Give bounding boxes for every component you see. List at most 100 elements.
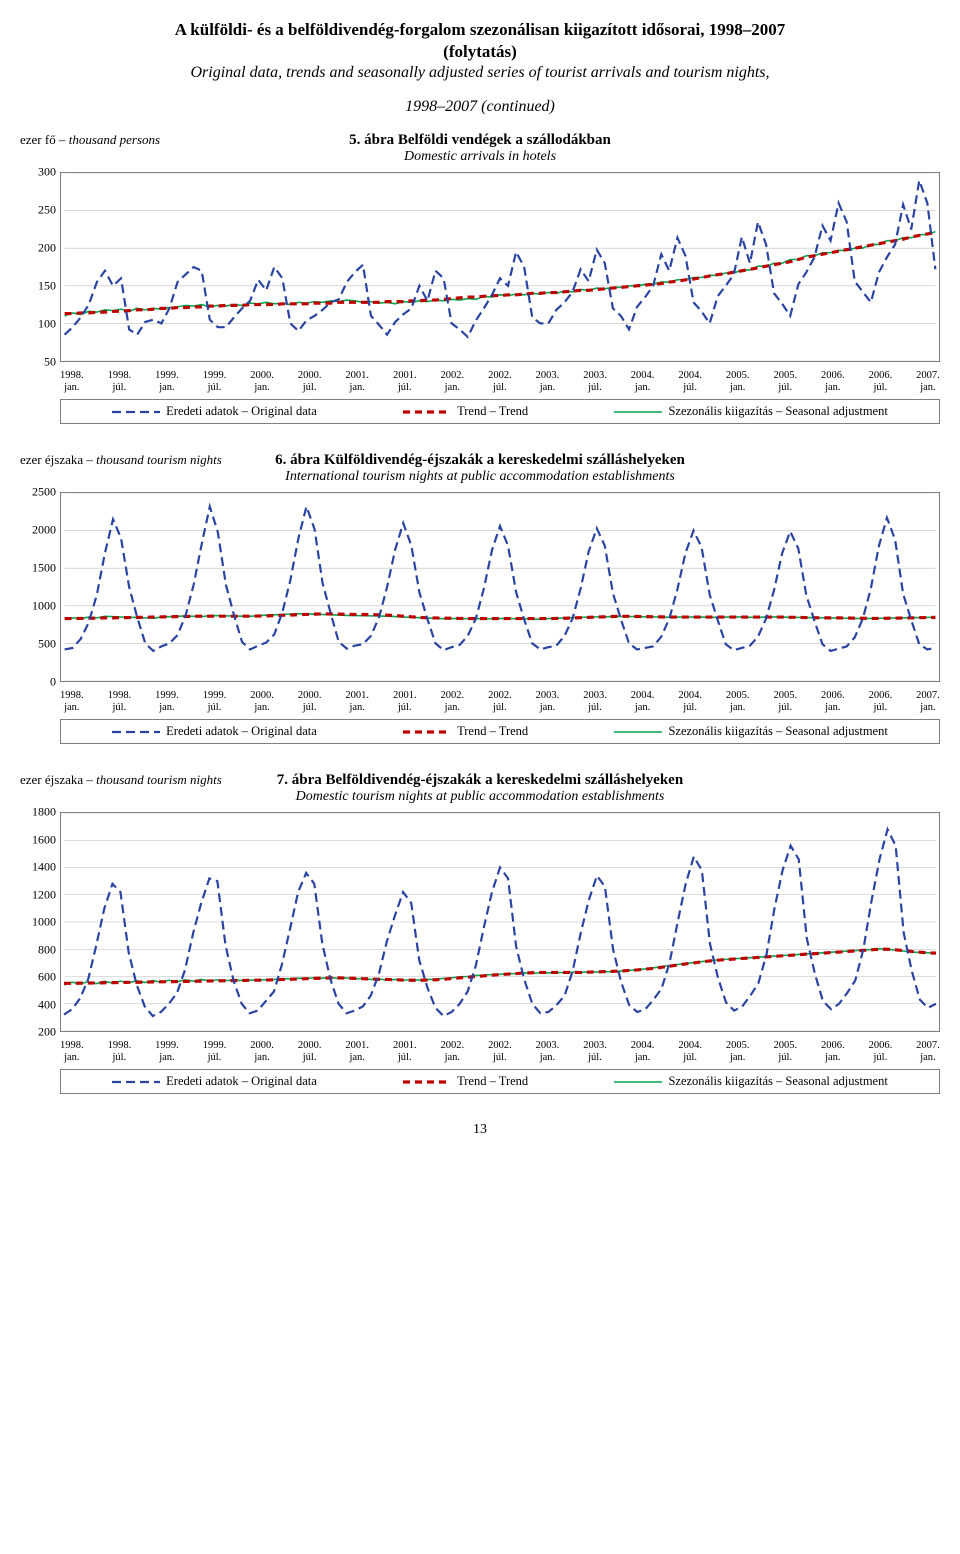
x-tick: 2006. júl. [869,690,893,713]
y-tick: 1200 [32,887,56,902]
x-tick: 1999. júl. [203,690,227,713]
legend-trend-icon [403,726,451,738]
x-tick: 2005. jan. [726,370,750,393]
chart5-subtitle: Domestic arrivals in hotels [20,149,940,165]
legend-seasonal-label: Szezonális kiigazítás – Seasonal adjustm… [668,724,887,739]
x-tick: 1998. júl. [108,370,132,393]
legend-seasonal-label: Szezonális kiigazítás – Seasonal adjustm… [668,404,887,419]
x-tick: 2004. jan. [631,1040,655,1063]
y-tick: 800 [38,942,56,957]
legend-seasonal-icon [614,726,662,738]
x-tick: 2001. jan. [345,1040,369,1063]
x-tick: 2004. júl. [678,370,702,393]
x-tick: 2001. jan. [345,370,369,393]
x-tick: 2003. júl. [583,690,607,713]
chart6-plot [60,492,940,682]
legend-seasonal-icon [614,406,662,418]
x-tick: 2007. jan. [916,690,940,713]
y-tick: 2500 [32,485,56,500]
chart7-legend: Eredeti adatok – Original data Trend – T… [60,1069,940,1094]
y-tick: 150 [38,279,56,294]
y-tick: 50 [44,355,56,370]
x-tick: 2005. júl. [773,690,797,713]
legend-original-label: Eredeti adatok – Original data [166,404,317,419]
page-number: 13 [20,1122,940,1138]
chart6-area: 05001000150020002500 1998. jan.1998. júl… [60,492,940,744]
x-tick: 2005. jan. [726,690,750,713]
x-tick: 1999. jan. [155,1040,179,1063]
y-tick: 1000 [32,915,56,930]
chart6-ylabel-en: thousand tourism nights [96,452,222,467]
x-tick: 2006. jan. [821,370,845,393]
chart5-area: 50100150200250300 1998. jan.1998. júl.19… [60,172,940,424]
y-tick: 200 [38,1025,56,1040]
x-tick: 1999. júl. [203,1040,227,1063]
y-tick: 400 [38,997,56,1012]
x-tick: 2002. júl. [488,690,512,713]
chart6-ylabel-hu: ezer éjszaka – [20,452,96,467]
legend-seasonal-icon [614,1076,662,1088]
x-tick: 2000. júl. [298,370,322,393]
chart-7: ezer éjszaka – thousand tourism nights 7… [20,772,940,1094]
page-subtitle-1: Original data, trends and seasonally adj… [20,64,940,82]
page-title-2: (folytatás) [20,42,940,62]
x-tick: 2002. júl. [488,370,512,393]
y-tick: 1500 [32,561,56,576]
x-tick: 2007. jan. [916,1040,940,1063]
chart7-subtitle: Domestic tourism nights at public accomm… [20,789,940,805]
x-tick: 1999. júl. [203,370,227,393]
y-tick: 600 [38,970,56,985]
x-tick: 1998. jan. [60,690,84,713]
x-tick: 2002. júl. [488,1040,512,1063]
x-tick: 1999. jan. [155,690,179,713]
legend-original-label: Eredeti adatok – Original data [166,724,317,739]
x-tick: 2002. jan. [441,690,465,713]
legend-original-icon [112,726,160,738]
legend-original-label: Eredeti adatok – Original data [166,1074,317,1089]
x-tick: 2000. jan. [250,1040,274,1063]
page-title-1: A külföldi- és a belföldivendég-forgalom… [20,20,940,40]
x-tick: 2004. jan. [631,370,655,393]
x-tick: 2007. jan. [916,370,940,393]
x-tick: 2004. júl. [678,1040,702,1063]
y-tick: 1800 [32,805,56,820]
x-tick: 1998. júl. [108,690,132,713]
y-tick: 200 [38,241,56,256]
x-tick: 2002. jan. [441,1040,465,1063]
legend-trend-label: Trend – Trend [457,724,528,739]
x-tick: 2002. jan. [441,370,465,393]
legend-original-icon [112,406,160,418]
chart5-ylabel-hu: ezer fő – [20,132,69,147]
y-tick: 0 [50,675,56,690]
y-tick: 1000 [32,599,56,614]
legend-trend-label: Trend – Trend [457,1074,528,1089]
y-tick: 100 [38,317,56,332]
x-tick: 2006. júl. [869,1040,893,1063]
x-tick: 2006. jan. [821,690,845,713]
x-tick: 2001. jan. [345,690,369,713]
x-tick: 2005. júl. [773,1040,797,1063]
y-tick: 250 [38,203,56,218]
x-tick: 2000. júl. [298,1040,322,1063]
legend-trend-icon [403,406,451,418]
x-tick: 2003. jan. [536,1040,560,1063]
chart-6: ezer éjszaka – thousand tourism nights 6… [20,452,940,744]
chart5-ylabel-en: thousand persons [69,132,160,147]
x-tick: 2005. júl. [773,370,797,393]
x-tick: 2005. jan. [726,1040,750,1063]
x-tick: 1998. jan. [60,370,84,393]
y-tick: 500 [38,637,56,652]
y-tick: 300 [38,165,56,180]
y-tick: 1600 [32,832,56,847]
chart7-ylabel-hu: ezer éjszaka – [20,772,96,787]
legend-original-icon [112,1076,160,1088]
x-tick: 2006. jan. [821,1040,845,1063]
chart5-legend: Eredeti adatok – Original data Trend – T… [60,399,940,424]
x-tick: 2003. jan. [536,370,560,393]
legend-seasonal-label: Szezonális kiigazítás – Seasonal adjustm… [668,1074,887,1089]
x-tick: 2001. júl. [393,370,417,393]
x-tick: 2000. júl. [298,690,322,713]
x-tick: 2001. júl. [393,1040,417,1063]
chart7-ylabel-en: thousand tourism nights [96,772,222,787]
legend-trend-label: Trend – Trend [457,404,528,419]
